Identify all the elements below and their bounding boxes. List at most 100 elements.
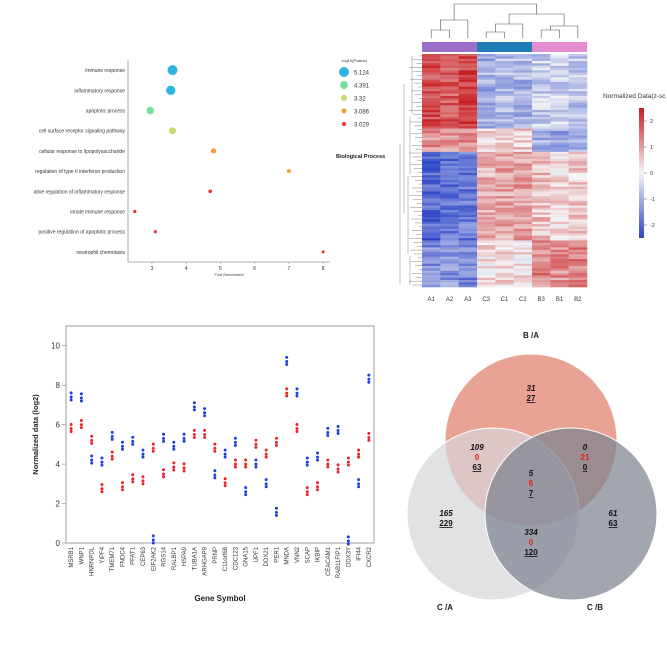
heatmap-cell	[440, 156, 459, 160]
heatmap-cell	[422, 177, 441, 181]
heatmap-cell	[532, 105, 551, 108]
heatmap-cell	[458, 67, 478, 71]
heatmap-cell	[477, 54, 496, 57]
blue-data-point	[367, 380, 371, 384]
x-tick-label: 5	[219, 266, 222, 272]
heatmap-cell	[568, 224, 588, 227]
heatmap-cell	[458, 128, 478, 132]
blue-data-point	[162, 436, 166, 440]
heatmap-cell	[513, 161, 533, 164]
heatmap-cell	[458, 86, 478, 90]
heatmap-cell	[550, 116, 569, 120]
enrichment-bubble-chart: immune response inflammatory response apop…	[34, 58, 386, 277]
heatmap-cell	[422, 284, 441, 288]
heatmap-cell	[477, 200, 496, 204]
heatmap-cell	[513, 140, 533, 143]
heatmap-cell	[568, 245, 588, 248]
heatmap-cell	[513, 156, 533, 160]
blue-data-point	[305, 456, 309, 460]
heatmap-cell	[550, 214, 569, 218]
heatmap-cell	[477, 219, 496, 223]
heatmap-cell	[568, 198, 588, 202]
heatmap-cell	[440, 184, 459, 188]
bubble-category-label: immune response	[85, 68, 125, 74]
heatmap-cell	[513, 261, 533, 264]
heatmap-cell	[477, 221, 496, 225]
heatmap-cell	[422, 130, 441, 134]
heatmap-cell	[495, 77, 514, 80]
heatmap-cell	[495, 60, 514, 64]
colorbar-tick-label: -2	[650, 223, 655, 229]
heatmap-cell	[495, 254, 514, 258]
heatmap-cell	[422, 186, 441, 190]
heatmap-cell	[477, 240, 496, 244]
venn-region-count: 0	[529, 538, 534, 547]
heatmap-cell	[458, 93, 478, 97]
heatmap-cell	[440, 277, 459, 281]
heatmap-cell	[513, 144, 533, 148]
heatmap-cell	[422, 74, 441, 78]
heatmap-cell	[495, 133, 514, 136]
heatmap-cell	[550, 198, 569, 202]
blue-data-point	[336, 424, 340, 428]
heatmap-cell	[513, 95, 533, 99]
bubble-point	[286, 169, 291, 174]
heatmap-cell	[422, 252, 441, 255]
heatmap-cell	[513, 86, 533, 90]
heatmap-cell	[477, 105, 496, 108]
blue-data-point	[131, 442, 135, 446]
heatmap-cell	[458, 193, 478, 197]
red-data-point	[192, 433, 196, 436]
heatmap-cell	[422, 133, 441, 136]
heatmap-cell	[477, 121, 496, 125]
red-data-point	[274, 440, 278, 444]
heatmap-cell	[440, 268, 459, 271]
heatmap-cell	[532, 186, 551, 190]
blue-data-point	[90, 458, 94, 462]
heatmap-cell	[458, 212, 478, 216]
heatmap-cell	[513, 254, 533, 258]
heatmap-cell	[477, 151, 496, 155]
heatmap-cell	[458, 130, 478, 134]
red-data-point	[367, 438, 371, 442]
heatmap-cell	[513, 77, 533, 80]
heatmap-cell	[458, 149, 478, 153]
gene-label: PER1	[274, 546, 280, 562]
heatmap-cell	[513, 179, 533, 183]
heatmap-cell	[477, 102, 496, 106]
heatmap-cell	[422, 259, 441, 262]
heatmap-cell	[458, 98, 478, 101]
blue-data-point	[264, 478, 268, 482]
heatmap-cell	[550, 114, 569, 118]
venn-panel: B /A C /A C /B 31 27 109 0 63 0 21 0 5 6 7 165 229 334 0 1…	[395, 318, 667, 618]
heatmap-cell	[550, 154, 569, 157]
heatmap-cell	[422, 158, 441, 162]
heatmap-cell	[422, 210, 441, 213]
blue-data-point	[367, 377, 371, 381]
heatmap-cell	[440, 235, 459, 239]
heatmap-cell	[532, 144, 551, 148]
heatmap-cell	[495, 147, 514, 150]
heatmap-cell	[477, 137, 496, 141]
blue-data-point	[223, 448, 227, 452]
heatmap-cell	[568, 261, 588, 264]
heatmap-cell	[532, 263, 551, 267]
gene-label: IKBIP	[316, 547, 322, 562]
heatmap-column-label: B2	[574, 297, 582, 303]
heatmap-cell	[440, 217, 459, 220]
heatmap-cell	[422, 77, 441, 80]
heatmap-cell	[550, 221, 569, 225]
heatmap-cell	[550, 65, 569, 69]
venn-set-label: B /A	[523, 331, 539, 340]
heatmap-cell	[568, 242, 588, 246]
heatmap-cell	[550, 224, 569, 227]
heatmap-cell	[458, 268, 478, 271]
heatmap-cell	[422, 121, 441, 125]
heatmap-cell	[532, 147, 551, 150]
heatmap-cell	[477, 147, 496, 150]
row-dendrogram	[399, 55, 422, 286]
heatmap-cell	[477, 86, 496, 90]
heatmap-cell	[458, 198, 478, 202]
heatmap-cell	[440, 203, 459, 206]
heatmap-cell	[495, 263, 514, 267]
